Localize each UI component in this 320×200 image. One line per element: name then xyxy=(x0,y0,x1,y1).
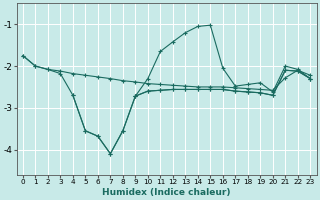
X-axis label: Humidex (Indice chaleur): Humidex (Indice chaleur) xyxy=(102,188,231,197)
